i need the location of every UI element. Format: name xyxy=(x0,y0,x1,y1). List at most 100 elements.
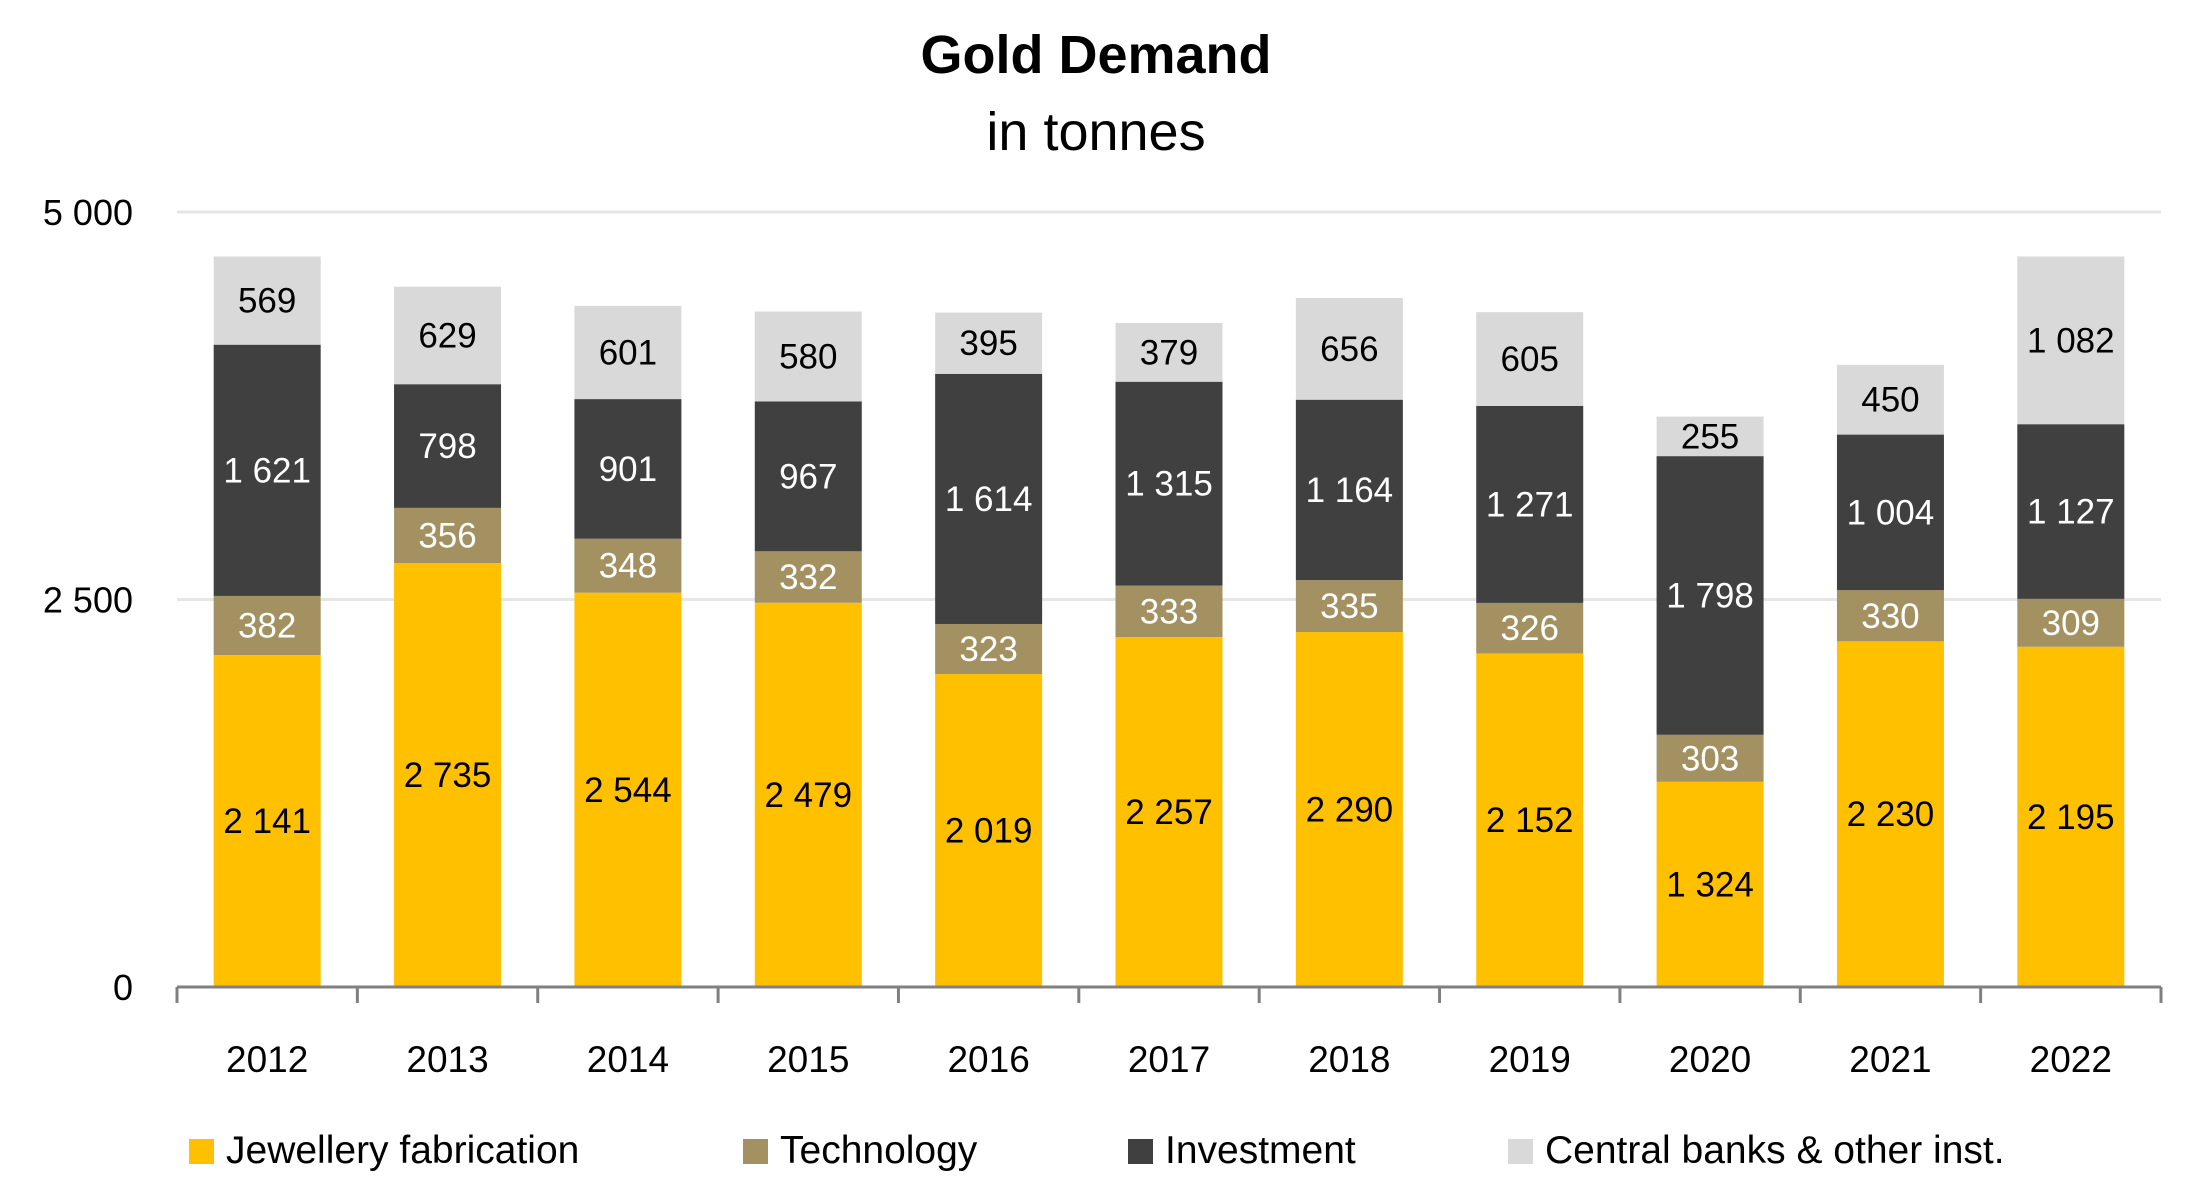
bar-segment-technology xyxy=(754,551,862,603)
legend-item: Jewellery fabrication xyxy=(189,1129,579,1172)
legend-label: Central banks & other inst. xyxy=(1545,1129,2005,1172)
y-tick-label: 0 xyxy=(113,967,133,1008)
data-label: 1 127 xyxy=(2027,493,2115,532)
legend-swatch xyxy=(743,1139,768,1164)
bar-segment-jewellery-fabrication xyxy=(2017,646,2125,987)
bar-segment-technology xyxy=(1115,585,1223,638)
data-label: 1 315 xyxy=(1125,465,1213,504)
bar-segment-investment xyxy=(754,401,862,552)
bar-segment-jewellery-fabrication xyxy=(1836,641,1944,987)
bar-segment-jewellery-fabrication xyxy=(1115,637,1223,987)
bar-segment-central-banks-other-inst xyxy=(2017,256,2125,425)
x-axis-ticks: 2012 2013 2014 2015 2016 2017 2018 2019 2020 2021… xyxy=(226,1039,2112,1080)
data-label: 303 xyxy=(1681,739,1739,778)
legend-swatch xyxy=(1128,1139,1153,1164)
data-label: 1 004 xyxy=(1847,493,1935,532)
bar-segment-central-banks-other-inst xyxy=(754,311,862,402)
data-label: 326 xyxy=(1501,609,1559,648)
x-tick-label: 2014 xyxy=(587,1039,669,1080)
bar-segment-jewellery-fabrication xyxy=(213,655,321,987)
data-label: 580 xyxy=(779,337,837,376)
bar-segment-central-banks-other-inst xyxy=(1295,298,1403,400)
x-tick-label: 2012 xyxy=(226,1039,308,1080)
bar-segment-central-banks-other-inst xyxy=(1836,364,1944,435)
data-label: 255 xyxy=(1681,417,1739,456)
bar-segment-jewellery-fabrication xyxy=(1476,653,1584,987)
bar-segment-central-banks-other-inst xyxy=(935,312,1043,374)
data-label: 335 xyxy=(1320,587,1378,626)
data-label: 656 xyxy=(1320,330,1378,369)
data-label: 605 xyxy=(1501,340,1559,379)
legend-swatch xyxy=(189,1139,214,1164)
x-tick-label: 2019 xyxy=(1489,1039,1571,1080)
data-label: 2 019 xyxy=(945,812,1033,851)
data-label: 379 xyxy=(1140,333,1198,372)
data-label: 967 xyxy=(779,457,837,496)
x-tick-label: 2018 xyxy=(1308,1039,1390,1080)
data-label: 1 621 xyxy=(223,451,311,490)
data-label: 2 230 xyxy=(1847,795,1935,834)
legend-item: Technology xyxy=(743,1129,978,1172)
bars xyxy=(213,256,2125,987)
bar-segment-investment xyxy=(213,344,321,596)
data-label: 309 xyxy=(2042,604,2100,643)
bar-segment-jewellery-fabrication xyxy=(754,602,862,987)
bar-segment-technology xyxy=(574,538,682,593)
data-label: 1 798 xyxy=(1666,576,1754,615)
data-label: 1 082 xyxy=(2027,321,2115,360)
bar-segment-technology xyxy=(2017,598,2125,647)
legend-item: Central banks & other inst. xyxy=(1508,1129,2005,1172)
bar-segment-central-banks-other-inst xyxy=(1656,416,1764,457)
data-label: 569 xyxy=(238,282,296,321)
data-label: 2 152 xyxy=(1486,801,1574,840)
y-tick-label: 2 500 xyxy=(43,580,133,621)
data-label: 332 xyxy=(779,558,837,597)
x-tick-label: 2015 xyxy=(767,1039,849,1080)
legend: Jewellery fabrication Technology Investmen… xyxy=(189,1129,2005,1172)
data-label: 2 257 xyxy=(1125,793,1213,832)
bar-segment-investment xyxy=(1115,381,1223,586)
data-label: 2 544 xyxy=(584,771,672,810)
data-label: 1 271 xyxy=(1486,485,1574,524)
x-axis xyxy=(175,985,2163,1003)
data-label: 395 xyxy=(959,324,1017,363)
data-label: 601 xyxy=(599,334,657,373)
bar-segment-technology xyxy=(1295,580,1403,633)
data-label: 323 xyxy=(959,630,1017,669)
data-label: 2 195 xyxy=(2027,798,2115,837)
x-tick-label: 2016 xyxy=(947,1039,1029,1080)
bar-segment-jewellery-fabrication xyxy=(1656,781,1764,987)
data-label: 2 141 xyxy=(223,802,311,841)
bar-segment-technology xyxy=(213,595,321,656)
bar-segment-technology xyxy=(1476,602,1584,654)
legend-label: Jewellery fabrication xyxy=(226,1129,579,1172)
chart-title: Gold Demand xyxy=(920,25,1271,85)
x-tick-label: 2022 xyxy=(2030,1039,2112,1080)
x-tick-label: 2020 xyxy=(1669,1039,1751,1080)
data-label: 382 xyxy=(238,607,296,646)
data-label: 356 xyxy=(418,516,476,555)
bar-segment-central-banks-other-inst xyxy=(1115,322,1223,382)
bar-segment-investment xyxy=(1836,434,1944,591)
bar-segment-technology xyxy=(1656,734,1764,782)
bar-segment-central-banks-other-inst xyxy=(1476,312,1584,406)
bar-segment-jewellery-fabrication xyxy=(574,592,682,987)
bar-segment-technology xyxy=(935,623,1043,675)
legend-label: Investment xyxy=(1165,1129,1356,1172)
data-label: 901 xyxy=(599,450,657,489)
x-tick-label: 2021 xyxy=(1849,1039,1931,1080)
data-label: 348 xyxy=(599,547,657,586)
bar-segment-investment xyxy=(574,399,682,539)
bar-segment-jewellery-fabrication xyxy=(394,563,502,987)
y-axis-ticks: 0 2 500 5 000 xyxy=(43,192,133,1008)
y-tick-label: 5 000 xyxy=(43,192,133,233)
data-label: 2 479 xyxy=(764,776,852,815)
data-label: 1 614 xyxy=(945,480,1033,519)
data-labels: 2 141 382 1 621 569 2 735 356 798 629 2 544 348 90… xyxy=(223,282,2114,905)
bar-segment-investment xyxy=(935,373,1043,624)
data-label: 1 324 xyxy=(1666,865,1754,904)
bar-segment-jewellery-fabrication xyxy=(1295,632,1403,987)
bar-segment-central-banks-other-inst xyxy=(394,286,502,385)
